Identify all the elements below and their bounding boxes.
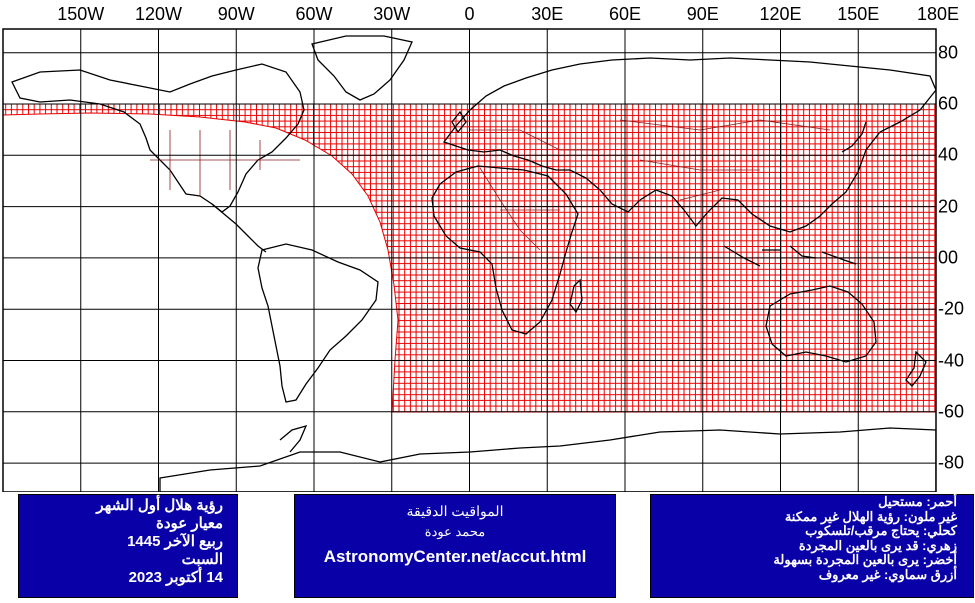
website-link[interactable]: AstronomyCenter.net/accut.html bbox=[323, 547, 587, 566]
longitude-label: 150W bbox=[57, 4, 105, 24]
author-name: محمد عودة bbox=[424, 524, 486, 539]
exact-times-title: المواقيت الدقيقة bbox=[406, 503, 504, 519]
madagascar-outline bbox=[569, 278, 583, 314]
legend-green: أخضر: يرى بالعين المجردة بسهولة bbox=[773, 552, 957, 568]
central-america-outline bbox=[211, 203, 267, 253]
longitude-label: 0 bbox=[464, 4, 475, 24]
hijri-month: ربيع الآخر 1445 bbox=[127, 533, 223, 550]
legend-cyan: أزرق سماوي: غير معروف bbox=[818, 566, 957, 582]
weekday: السبت bbox=[181, 551, 223, 568]
longitude-label: 120W bbox=[134, 4, 183, 24]
antarctic-peninsula-outline bbox=[279, 424, 308, 453]
criterion-label: معيار عودة bbox=[155, 515, 223, 532]
gregorian-date: 14 أكتوبر 2023 bbox=[128, 569, 223, 586]
longitude-label: 60W bbox=[295, 4, 333, 24]
latitude-label: 60 bbox=[938, 93, 959, 114]
antarctica-outline bbox=[159, 427, 936, 492]
longitude-label: 90E bbox=[686, 4, 719, 24]
longitude-label: 90W bbox=[217, 4, 255, 24]
longitude-label: 150E bbox=[837, 4, 880, 24]
legend-box: أحمر: مستحيل غير ملون: رؤية الهلال غير م… bbox=[650, 494, 974, 598]
longitude-label: 30E bbox=[531, 4, 564, 24]
longitude-label: 120E bbox=[759, 4, 802, 24]
source-info-box: المواقيت الدقيقة محمد عودة AstronomyCent… bbox=[294, 494, 616, 598]
latitude-label: -80 bbox=[938, 452, 965, 473]
latitude-label: 20 bbox=[938, 196, 959, 217]
legend-uncolored: غير ملون: رؤية الهلال غير ممكنة bbox=[784, 508, 957, 524]
latitude-label: 80 bbox=[938, 42, 959, 63]
north-america-outline bbox=[11, 63, 305, 213]
country-borders bbox=[150, 119, 831, 251]
legend-red: أحمر: مستحيل bbox=[878, 494, 957, 509]
world-map-svg bbox=[2, 28, 937, 493]
latitude-label: 00 bbox=[938, 247, 959, 268]
latitude-label: -40 bbox=[938, 350, 965, 370]
latitude-label: -20 bbox=[938, 298, 965, 319]
latitude-label: 40 bbox=[938, 144, 959, 165]
longitude-label: 60E bbox=[608, 4, 642, 24]
legend-navy: كحلي: يحتاج مرقب/تلسكوب bbox=[805, 523, 957, 539]
crescent-title: رؤية هلال أول الشهر bbox=[96, 497, 223, 514]
british-isles-outline bbox=[451, 110, 467, 134]
japan-outline bbox=[841, 121, 867, 153]
crescent-info-box: رؤية هلال أول الشهر معيار عودة ربيع الآخ… bbox=[18, 494, 238, 598]
longitude-label: 30W bbox=[373, 4, 411, 24]
legend-pink: زهري: قد يرى بالعين المجردة bbox=[798, 537, 957, 553]
greenland-outline bbox=[311, 35, 413, 101]
longitude-label: 180E bbox=[916, 4, 960, 24]
graticule bbox=[3, 29, 936, 492]
south-america-outline bbox=[257, 243, 379, 403]
visibility-map: 150W 120W 90W 60W 30W 0 30E 60E 90E 120E 150E 180E … bbox=[2, 4, 965, 493]
africa-outline bbox=[431, 165, 579, 335]
latitude-label: -60 bbox=[938, 401, 965, 422]
new-zealand-outline bbox=[905, 350, 927, 387]
australia-outline bbox=[765, 285, 877, 363]
